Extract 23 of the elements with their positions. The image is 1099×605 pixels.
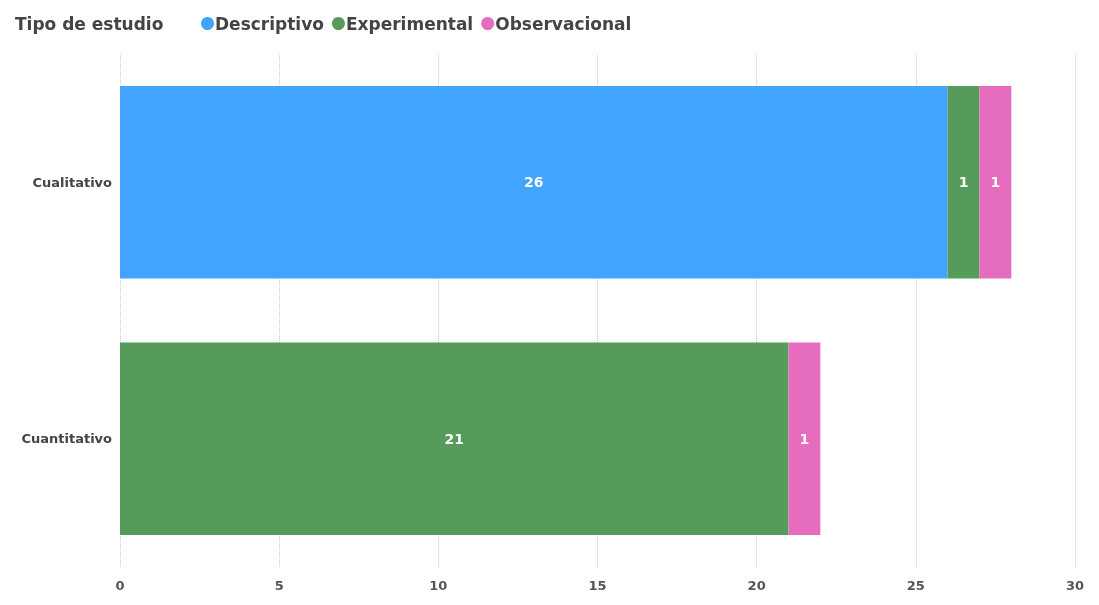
x-tick-label: 5 bbox=[274, 578, 284, 593]
data-label: 21 bbox=[444, 430, 464, 447]
data-label: 26 bbox=[524, 174, 544, 191]
legend-label: Descriptivo bbox=[215, 13, 324, 34]
data-label: 1 bbox=[958, 174, 969, 191]
data-label: 1 bbox=[799, 430, 810, 447]
x-tick-label: 0 bbox=[115, 578, 125, 593]
legend-label: Observacional bbox=[495, 13, 632, 34]
x-tick-label: 20 bbox=[747, 578, 766, 593]
y-tick-label: Cuantitativo bbox=[21, 431, 113, 447]
bar bbox=[979, 86, 1012, 279]
y-tick-label: Cualitativo bbox=[32, 174, 113, 190]
bar bbox=[120, 86, 948, 279]
x-tick-label: 30 bbox=[1065, 578, 1085, 593]
legend-title: Tipo de estudio bbox=[15, 13, 164, 34]
legend-label: Experimental bbox=[345, 13, 474, 34]
bar bbox=[788, 342, 821, 535]
x-tick-label: 15 bbox=[588, 578, 607, 593]
x-tick-label: 25 bbox=[906, 578, 925, 593]
x-tick-label: 10 bbox=[429, 578, 448, 593]
bar bbox=[120, 342, 789, 535]
data-label: 1 bbox=[990, 174, 1001, 191]
bar bbox=[947, 86, 980, 279]
